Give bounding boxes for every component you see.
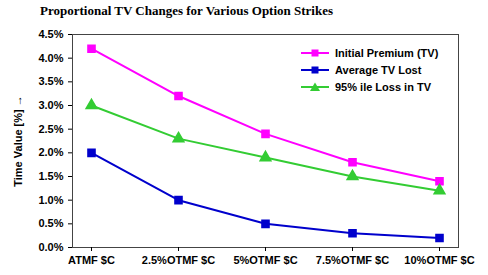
- html-text:95% ile Loss in TV: 95% ile Loss in TV: [335, 80, 431, 93]
- svg-text:2.5%OTMF $C: 2.5%OTMF $C: [142, 254, 215, 266]
- svg-text:10%OTMF $C: 10%OTMF $C: [404, 254, 474, 266]
- svg-text:3.0%: 3.0%: [38, 99, 63, 111]
- svg-text:2.5%: 2.5%: [38, 123, 63, 135]
- svg-text:4.5%: 4.5%: [38, 28, 63, 40]
- html-text:Proportional TV Changes for Va: Proportional TV Changes for Various Opti…: [40, 3, 333, 18]
- svg-text:2.0%: 2.0%: [38, 146, 63, 158]
- svg-text:7.5%OTMF $C: 7.5%OTMF $C: [316, 254, 389, 266]
- svg-text:1.0%: 1.0%: [38, 194, 63, 206]
- html-text:Average TV Lost: Average TV Lost: [335, 63, 422, 76]
- svg-text:0.5%: 0.5%: [38, 217, 63, 229]
- svg-text:ATMF $C: ATMF $C: [68, 254, 115, 266]
- html-text:Initial Premium (TV): Initial Premium (TV): [335, 46, 439, 59]
- svg-text:4.0%: 4.0%: [38, 52, 63, 64]
- svg-text:Time Value [%] →: Time Value [%] →: [12, 95, 24, 187]
- svg-text:0.0%: 0.0%: [38, 241, 63, 253]
- svg-text:5%OTMF $C: 5%OTMF $C: [233, 254, 297, 266]
- svg-text:1.5%: 1.5%: [38, 170, 63, 182]
- svg-text:3.5%: 3.5%: [38, 75, 63, 87]
